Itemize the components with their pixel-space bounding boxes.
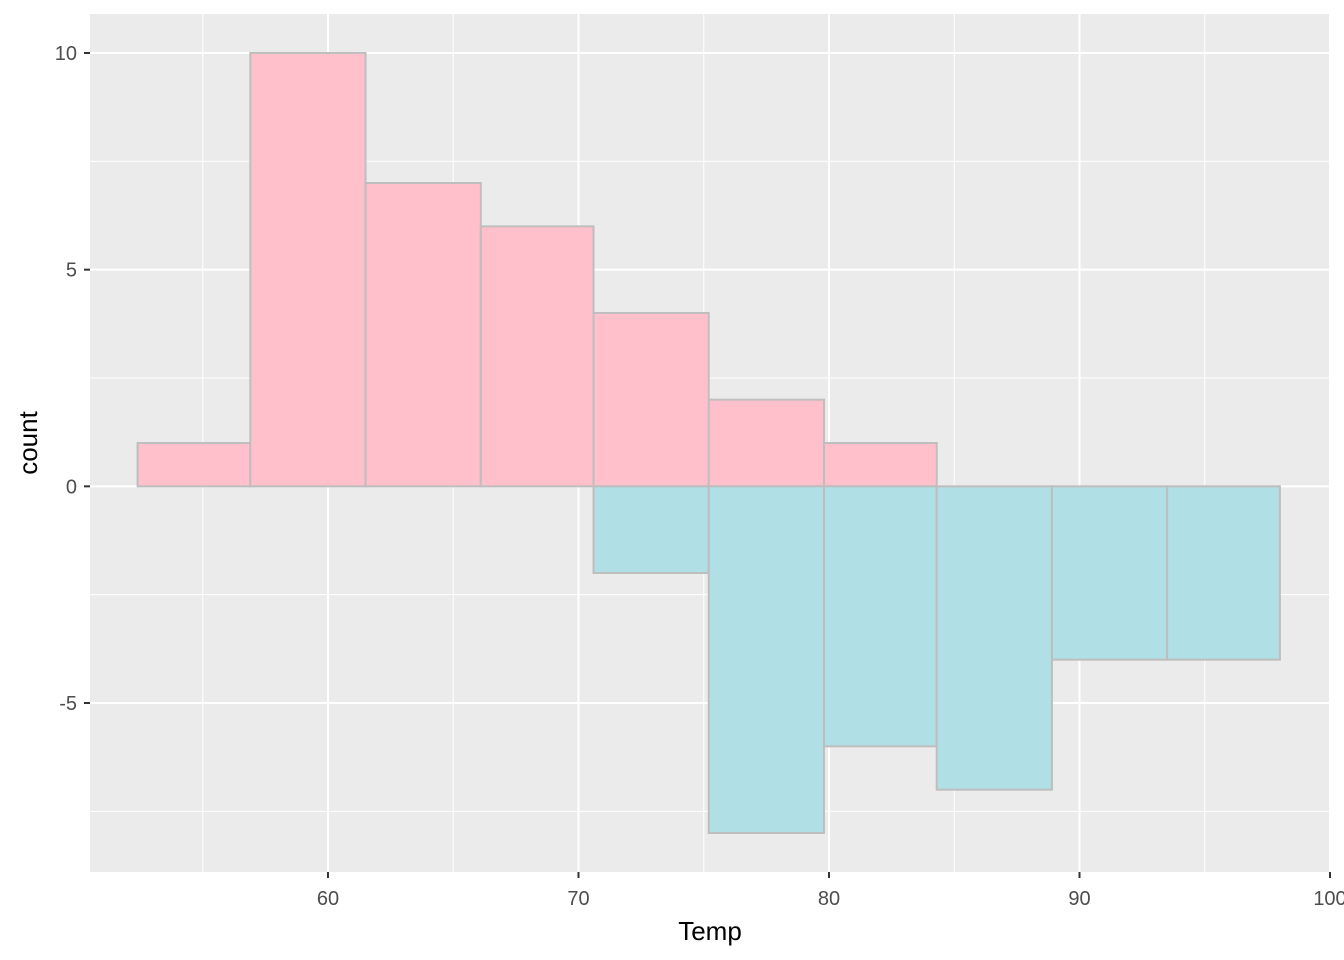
histogram-bar — [822, 485, 938, 748]
x-tick-label: 90 — [1068, 888, 1090, 910]
histogram-bar — [707, 398, 825, 488]
bars — [136, 52, 1281, 834]
histogram-bar — [249, 52, 367, 488]
histogram-bar — [1166, 485, 1281, 661]
x-tick-label: 60 — [317, 888, 339, 910]
histogram-bar — [136, 442, 252, 488]
x-axis: 60 70 80 90 100 — [317, 872, 1344, 910]
histogram-bar — [822, 442, 938, 488]
y-axis: -5 0 5 10 — [55, 43, 90, 715]
histogram-bar — [364, 182, 482, 488]
histogram-bar — [935, 485, 1053, 791]
histogram-bar — [1050, 485, 1169, 661]
histogram-bar — [592, 485, 710, 575]
x-tick-label: 100 — [1313, 888, 1344, 910]
histogram-bar — [592, 312, 710, 488]
x-axis-title: Temp — [678, 916, 742, 946]
y-tick-label: -5 — [59, 693, 77, 715]
histogram-bar — [479, 225, 595, 488]
x-tick-label: 70 — [567, 888, 589, 910]
histogram-bar — [707, 485, 825, 834]
y-tick-label: 10 — [55, 43, 77, 65]
y-axis-title: count — [13, 410, 43, 474]
y-tick-label: 5 — [66, 260, 77, 282]
x-tick-label: 80 — [818, 888, 840, 910]
y-tick-label: 0 — [66, 476, 77, 498]
